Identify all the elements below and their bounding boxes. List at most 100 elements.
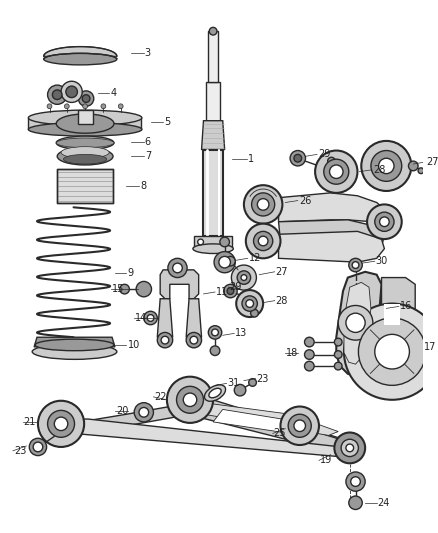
Circle shape: [418, 168, 424, 174]
Circle shape: [294, 420, 305, 432]
Text: 7: 7: [145, 151, 151, 161]
Text: 1: 1: [248, 154, 254, 164]
Circle shape: [224, 284, 237, 298]
Circle shape: [220, 237, 230, 247]
Polygon shape: [28, 118, 141, 130]
Circle shape: [375, 334, 410, 369]
Polygon shape: [336, 272, 381, 376]
Text: 26: 26: [299, 196, 311, 206]
Ellipse shape: [209, 389, 221, 398]
Circle shape: [375, 212, 394, 231]
Polygon shape: [204, 150, 223, 236]
Polygon shape: [344, 282, 371, 364]
Circle shape: [346, 313, 365, 333]
Circle shape: [168, 259, 187, 278]
Circle shape: [167, 377, 213, 423]
Text: 8: 8: [140, 181, 146, 191]
Circle shape: [315, 150, 357, 193]
Circle shape: [351, 477, 360, 487]
Circle shape: [361, 141, 411, 191]
Circle shape: [157, 333, 173, 348]
Ellipse shape: [61, 147, 109, 158]
Circle shape: [334, 432, 365, 463]
Polygon shape: [381, 278, 415, 313]
Circle shape: [251, 309, 258, 317]
Circle shape: [352, 262, 359, 269]
Text: 23: 23: [256, 374, 269, 384]
Circle shape: [61, 81, 82, 102]
Text: 28: 28: [373, 165, 385, 175]
Circle shape: [254, 231, 273, 251]
Text: 16: 16: [400, 302, 412, 311]
Circle shape: [290, 150, 305, 166]
Circle shape: [380, 217, 389, 227]
Ellipse shape: [35, 339, 114, 351]
Polygon shape: [208, 31, 218, 82]
Text: 21: 21: [24, 417, 36, 427]
Circle shape: [367, 205, 402, 239]
Ellipse shape: [56, 138, 114, 148]
Ellipse shape: [32, 344, 117, 359]
Polygon shape: [213, 409, 300, 433]
Circle shape: [82, 95, 90, 102]
Text: 29: 29: [318, 149, 330, 159]
Circle shape: [244, 185, 283, 224]
Circle shape: [358, 318, 426, 385]
Polygon shape: [80, 402, 350, 453]
Circle shape: [83, 104, 88, 109]
Circle shape: [120, 284, 129, 294]
Circle shape: [66, 86, 78, 98]
Polygon shape: [78, 110, 93, 124]
Text: 17: 17: [424, 342, 436, 352]
Text: 5: 5: [164, 117, 170, 127]
Circle shape: [177, 386, 204, 413]
Text: 11: 11: [216, 287, 228, 297]
Circle shape: [38, 401, 84, 447]
Polygon shape: [157, 298, 173, 337]
Text: 31: 31: [227, 378, 240, 389]
Polygon shape: [201, 120, 225, 150]
Circle shape: [251, 193, 275, 216]
Circle shape: [258, 199, 269, 210]
Circle shape: [304, 337, 314, 347]
Circle shape: [210, 346, 220, 356]
Circle shape: [334, 338, 342, 346]
Text: 30: 30: [376, 256, 388, 266]
Circle shape: [304, 361, 314, 371]
Circle shape: [334, 362, 342, 370]
Text: 27: 27: [276, 267, 288, 277]
Circle shape: [231, 265, 256, 290]
Circle shape: [33, 442, 43, 452]
Circle shape: [212, 329, 219, 336]
Circle shape: [324, 159, 349, 184]
Circle shape: [209, 27, 217, 35]
Circle shape: [118, 104, 123, 109]
Text: 19: 19: [320, 455, 332, 465]
Text: 15: 15: [112, 284, 124, 294]
Circle shape: [173, 263, 182, 273]
Circle shape: [54, 417, 68, 431]
Ellipse shape: [28, 110, 142, 125]
Circle shape: [349, 259, 362, 272]
Circle shape: [183, 393, 197, 407]
Circle shape: [144, 311, 157, 325]
Circle shape: [208, 326, 222, 339]
Circle shape: [334, 351, 342, 358]
Text: 29: 29: [230, 282, 242, 292]
Ellipse shape: [193, 244, 233, 254]
Circle shape: [304, 350, 314, 359]
Text: 23: 23: [14, 446, 26, 456]
Circle shape: [341, 439, 358, 457]
Polygon shape: [180, 397, 346, 455]
Circle shape: [53, 90, 62, 100]
Circle shape: [147, 314, 154, 321]
Text: 12: 12: [249, 253, 261, 263]
Circle shape: [236, 290, 263, 317]
Circle shape: [227, 288, 234, 294]
Circle shape: [48, 85, 67, 104]
Circle shape: [101, 104, 106, 109]
Circle shape: [246, 224, 280, 259]
Ellipse shape: [56, 136, 114, 150]
Polygon shape: [385, 304, 400, 325]
Ellipse shape: [28, 123, 142, 136]
